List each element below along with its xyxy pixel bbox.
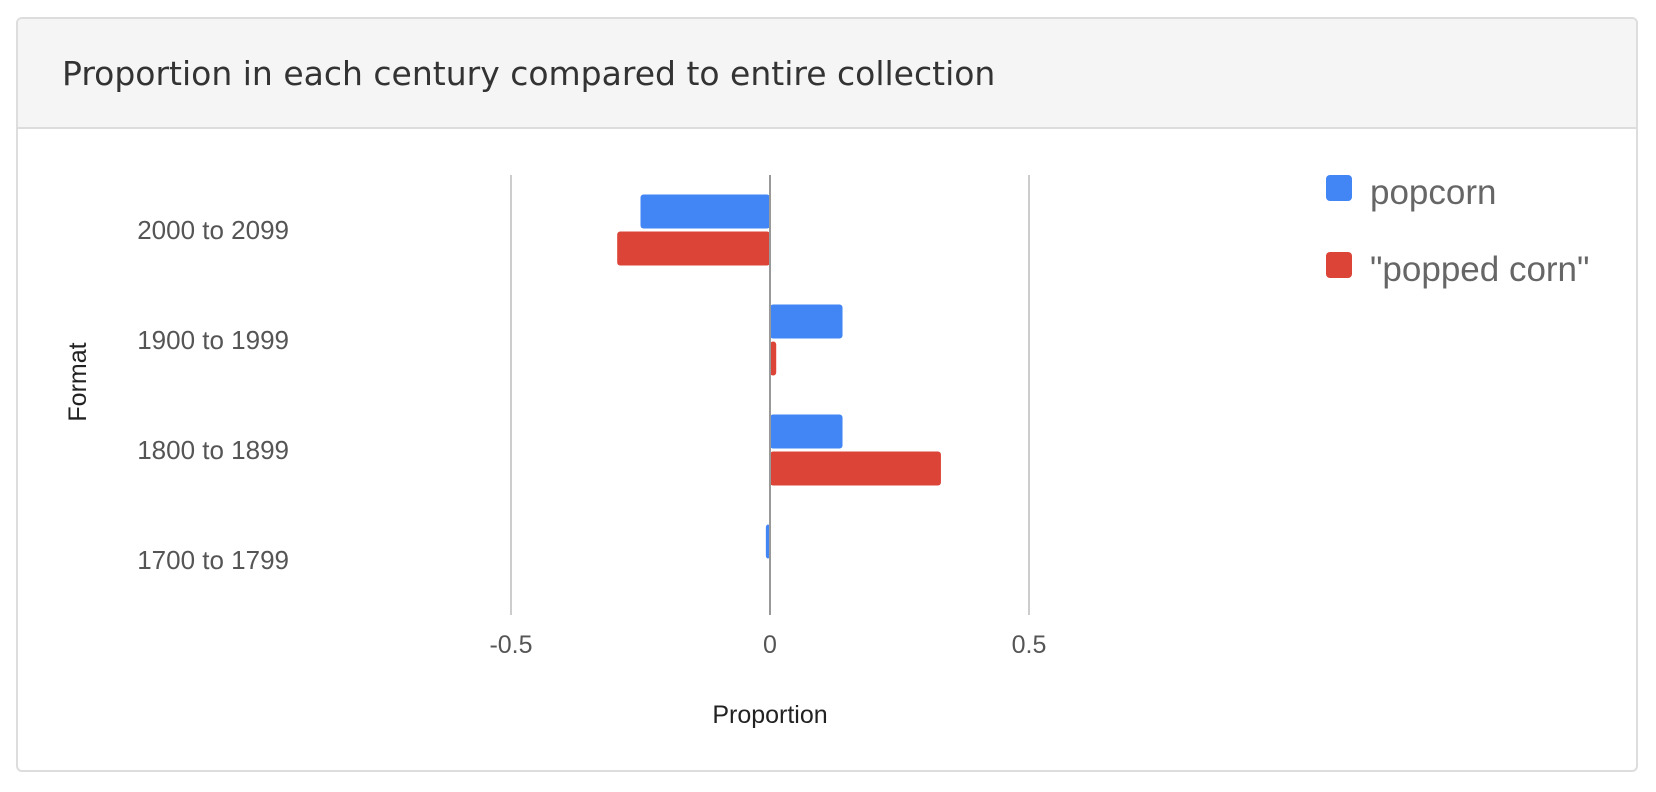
x-tick-label: 0.5 (1012, 631, 1047, 659)
category-label: 1700 to 1799 (137, 545, 289, 575)
category-labels: 2000 to 2099 1900 to 1999 1800 to 1899 1700… (137, 215, 289, 575)
gridlines (510, 175, 1030, 615)
bar-popped-corn-0 (617, 231, 770, 266)
bar-popcorn-2 (770, 414, 843, 449)
legend-swatch-0 (1326, 175, 1352, 201)
x-tick-labels: -0.5 0 0.5 (489, 631, 1046, 659)
category-label: 2000 to 2099 (137, 215, 289, 245)
chart-panel: Proportion in each century compared to e… (16, 17, 1638, 772)
category-label: 1800 to 1899 (137, 435, 289, 465)
bars (617, 194, 941, 559)
legend-label-1: "popped corn" (1370, 250, 1589, 289)
category-label: 1900 to 1999 (137, 325, 289, 355)
bar-popcorn-0 (640, 194, 770, 229)
y-axis-title: Format (64, 342, 92, 421)
legend-swatch-1 (1326, 252, 1352, 278)
x-tick-label: 0 (763, 631, 777, 659)
x-axis-title: Proportion (712, 701, 827, 729)
x-tick-label: -0.5 (489, 631, 532, 659)
panel-heading: Proportion in each century compared to e… (18, 19, 1636, 129)
bar-popcorn-1 (770, 304, 843, 339)
bar-popped-corn-2 (770, 451, 941, 486)
legend: popcorn "popped corn" (1326, 173, 1589, 289)
panel-title: Proportion in each century compared to e… (62, 53, 996, 93)
bar-popped-corn-1 (770, 341, 777, 376)
legend-label-0: popcorn (1370, 173, 1496, 212)
bar-popcorn-3 (765, 524, 770, 559)
